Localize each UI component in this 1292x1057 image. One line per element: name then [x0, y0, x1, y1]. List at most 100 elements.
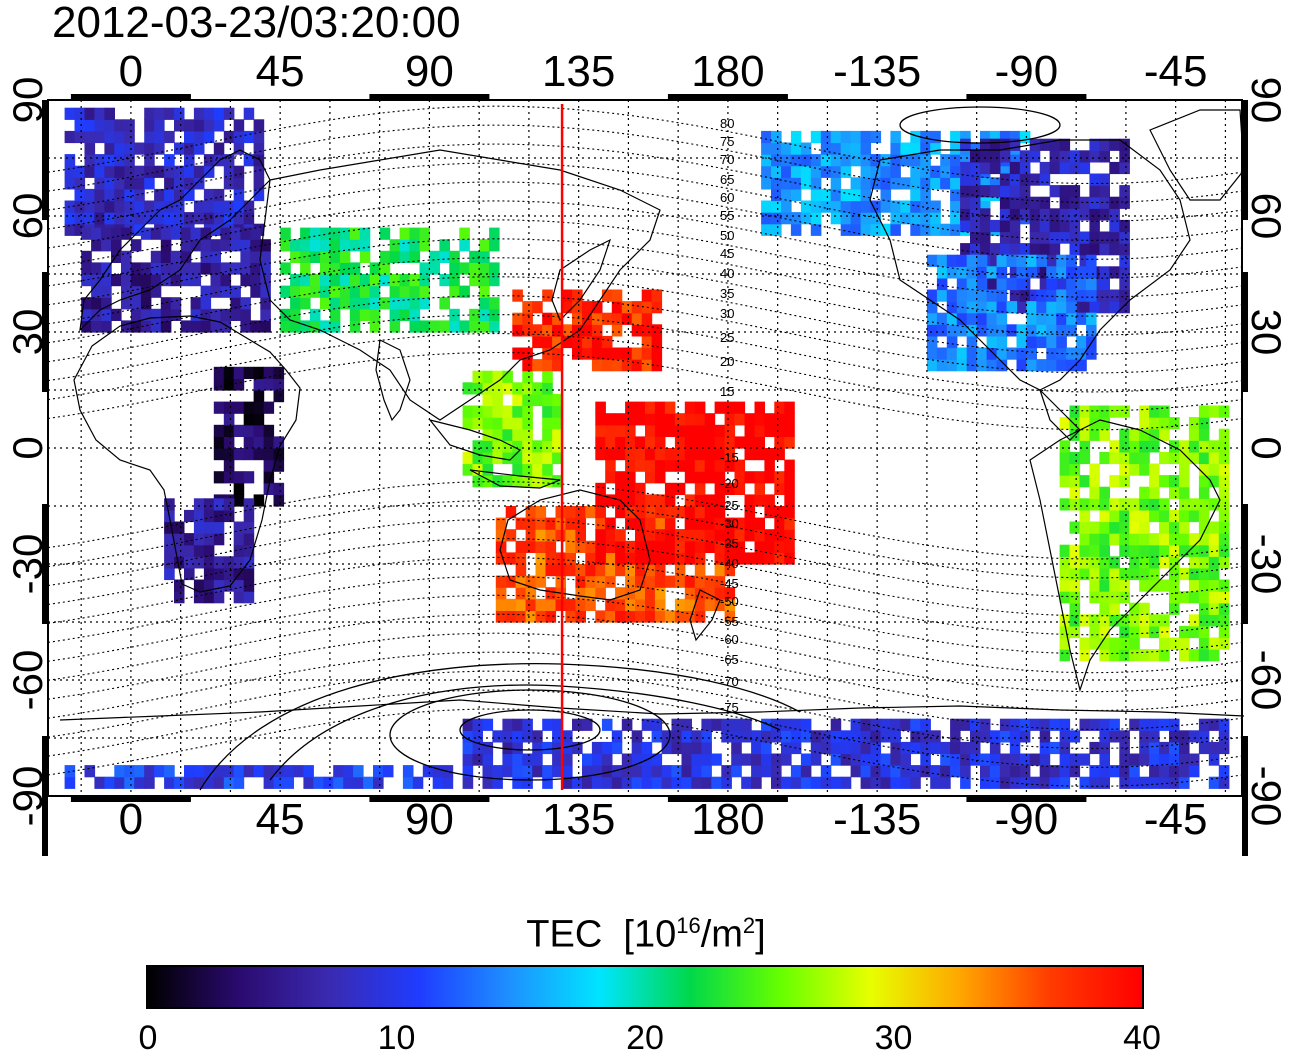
- tec-cell: [472, 417, 483, 430]
- tec-cell: [1029, 138, 1041, 151]
- tec-cell: [223, 765, 235, 778]
- tec-cell: [721, 765, 732, 778]
- tec-cell: [273, 436, 285, 449]
- tec-cell: [936, 266, 948, 279]
- tec-cell: [535, 552, 547, 565]
- tec-cell: [164, 556, 175, 569]
- tec-cell: [664, 575, 676, 588]
- tec-cell: [339, 227, 351, 240]
- tec-cell: [605, 552, 616, 565]
- tec-cell: [542, 475, 553, 488]
- tec-cell: [1016, 347, 1027, 360]
- tec-cell: [1188, 417, 1200, 430]
- tec-cell: [572, 776, 583, 789]
- tec-cell: [784, 540, 795, 553]
- tec-cell: [595, 610, 606, 623]
- tec-cell: [761, 765, 772, 778]
- tec-cell: [605, 575, 616, 588]
- tec-cell: [960, 753, 971, 766]
- tec-cell: [734, 471, 746, 484]
- tec-cell: [94, 130, 105, 144]
- tec-cell: [535, 517, 547, 530]
- tec-cell: [1119, 753, 1130, 766]
- tec-cell: [1109, 730, 1120, 743]
- tec-cell: [1169, 533, 1180, 546]
- tec-cell: [840, 142, 852, 155]
- tec-cell: [585, 564, 596, 577]
- tec-cell: [635, 401, 646, 414]
- tec-cell: [671, 741, 682, 755]
- tec-cell: [1119, 544, 1130, 557]
- tec-cell: [714, 575, 726, 588]
- tec-cell: [462, 765, 474, 778]
- tec-cell: [369, 308, 381, 321]
- tec-cell: [572, 324, 583, 337]
- tec-cell: [761, 223, 772, 236]
- tec-cell: [74, 212, 86, 225]
- tec-cell: [615, 540, 626, 553]
- tec-cell: [960, 718, 971, 731]
- tec-cell: [645, 424, 656, 437]
- tec-cell: [492, 382, 503, 395]
- tec-cell: [542, 776, 553, 789]
- tec-cell: [920, 718, 931, 731]
- tec-cell: [1059, 150, 1071, 163]
- tec-cell: [674, 564, 686, 577]
- tec-cell: [645, 413, 656, 426]
- tec-cell: [840, 212, 852, 225]
- tec-cell: [1119, 475, 1130, 488]
- tec-cell: [741, 753, 752, 766]
- contour-label: -45: [720, 576, 739, 591]
- tec-cell: [1006, 324, 1018, 337]
- tec-cell: [1198, 556, 1210, 569]
- tec-cell: [1159, 405, 1170, 418]
- tec-cell: [409, 250, 421, 263]
- top-lon-tick-label: -45: [1143, 47, 1208, 96]
- tec-cell: [522, 405, 533, 418]
- tec-cell: [512, 440, 523, 453]
- tec-cell: [1179, 637, 1190, 650]
- tec-cell: [479, 308, 490, 321]
- tec-cell: [1069, 486, 1081, 499]
- tec-cell: [970, 243, 981, 256]
- tec-cell: [850, 154, 862, 167]
- tec-cell: [1059, 161, 1071, 175]
- tec-cell: [1089, 150, 1100, 163]
- tec-cell: [781, 154, 792, 167]
- tec-cell: [724, 552, 736, 565]
- tec-cell: [1099, 405, 1110, 418]
- tec-cell: [744, 506, 756, 519]
- tec-cell: [1129, 521, 1140, 534]
- tec-cell: [379, 297, 391, 310]
- tec-cell: [1188, 451, 1200, 465]
- tec-cell: [81, 308, 92, 321]
- tec-cell: [694, 587, 706, 600]
- tec-cell: [721, 776, 732, 789]
- tec-cell: [960, 154, 971, 167]
- tec-cell: [1069, 219, 1081, 233]
- tec-cell: [784, 482, 795, 495]
- tec-cell: [1009, 138, 1021, 151]
- tec-cell: [625, 413, 636, 426]
- tec-cell: [1208, 405, 1220, 418]
- tec-cell: [290, 297, 301, 310]
- tec-cell: [625, 517, 636, 530]
- colorbar-unit-base: [10: [623, 913, 677, 956]
- tec-cell: [1169, 579, 1180, 592]
- tec-cell: [472, 741, 483, 755]
- tec-cell: [714, 401, 726, 414]
- tec-cell: [1169, 417, 1180, 430]
- tec-cell: [1218, 741, 1230, 755]
- tec-cell: [781, 200, 792, 213]
- contour-line: [47, 181, 1243, 260]
- tec-cell: [741, 776, 752, 789]
- tec-cell: [575, 610, 586, 623]
- tec-cell: [1119, 521, 1130, 534]
- tec-cell: [383, 765, 394, 778]
- tec-cell: [890, 223, 901, 236]
- tec-cell: [1009, 741, 1021, 755]
- tec-cell: [84, 212, 96, 225]
- tec-cell: [774, 552, 785, 565]
- tec-cell: [1149, 718, 1160, 731]
- tec-cell: [781, 165, 792, 178]
